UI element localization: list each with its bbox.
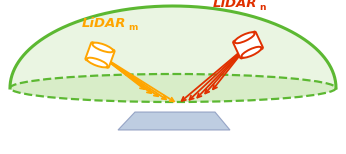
- Text: LiDAR: LiDAR: [82, 17, 127, 30]
- Ellipse shape: [87, 58, 108, 67]
- Ellipse shape: [10, 74, 336, 102]
- Polygon shape: [118, 112, 230, 130]
- Text: m: m: [128, 23, 137, 32]
- FancyBboxPatch shape: [233, 32, 263, 59]
- Ellipse shape: [92, 43, 113, 52]
- Ellipse shape: [241, 47, 262, 58]
- Text: n: n: [259, 3, 265, 12]
- FancyBboxPatch shape: [85, 42, 115, 68]
- Ellipse shape: [235, 32, 255, 43]
- Polygon shape: [10, 6, 336, 88]
- Text: LiDAR: LiDAR: [213, 0, 257, 10]
